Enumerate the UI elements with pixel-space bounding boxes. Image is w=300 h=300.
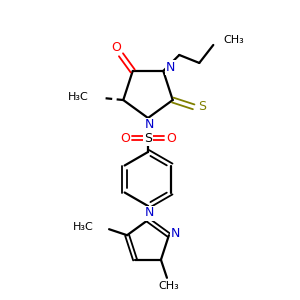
Text: N: N: [144, 118, 154, 131]
Text: H₃C: H₃C: [73, 222, 94, 232]
Text: N: N: [166, 61, 175, 74]
Text: O: O: [166, 131, 176, 145]
Text: CH₃: CH₃: [223, 35, 244, 45]
Text: N: N: [171, 227, 181, 240]
Text: H₃C: H₃C: [68, 92, 88, 102]
Text: N: N: [144, 206, 154, 220]
Text: S: S: [144, 131, 152, 145]
Text: S: S: [198, 100, 206, 113]
Text: O: O: [120, 131, 130, 145]
Text: CH₃: CH₃: [159, 281, 179, 291]
Text: O: O: [111, 41, 121, 54]
